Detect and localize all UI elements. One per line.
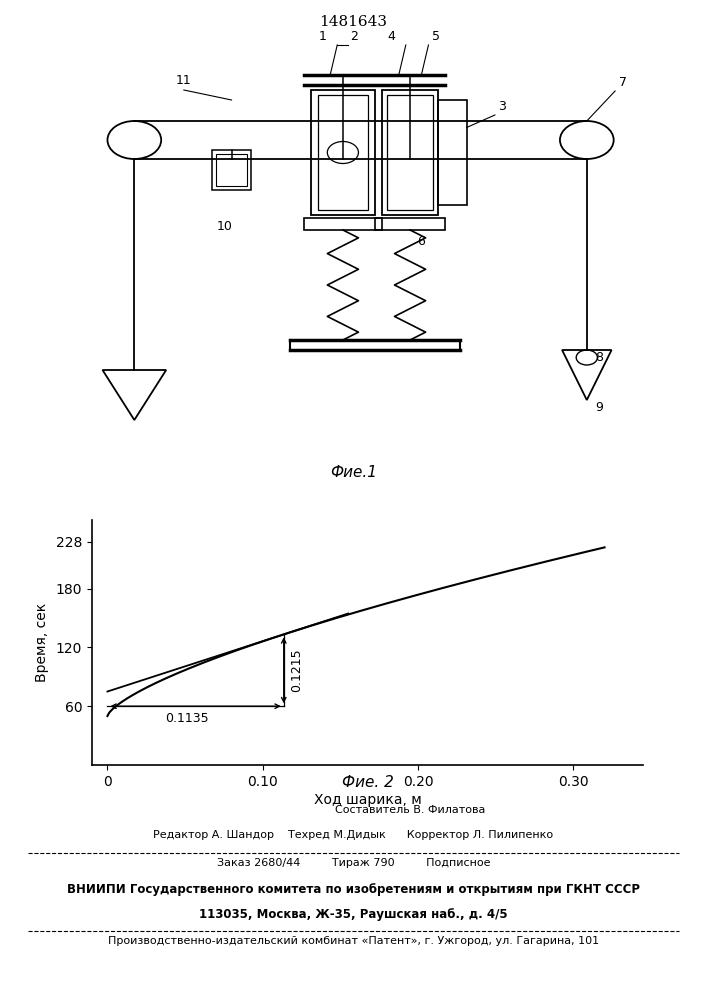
Text: Производственно-издательский комбинат «Патент», г. Ужгород, ул. Гагарина, 101: Производственно-издательский комбинат «П… — [108, 936, 599, 946]
Text: 10: 10 — [216, 220, 233, 233]
Text: Заказ 2680/44         Тираж 790         Подписное: Заказ 2680/44 Тираж 790 Подписное — [217, 858, 490, 868]
Text: Составитель В. Филатова: Составитель В. Филатова — [335, 805, 485, 815]
Text: Фие. 2: Фие. 2 — [341, 775, 394, 790]
Text: 1481643: 1481643 — [320, 15, 387, 29]
Bar — [311, 90, 375, 215]
Bar — [375, 218, 445, 230]
Text: Редактор А. Шандор    Техред М.Дидык      Корректор Л. Пилипенко: Редактор А. Шандор Техред М.Дидык Коррек… — [153, 830, 554, 840]
X-axis label: Ход шарика, м: Ход шарика, м — [314, 793, 421, 807]
Text: 113035, Москва, Ж-35, Раушская наб., д. 4/5: 113035, Москва, Ж-35, Раушская наб., д. … — [199, 908, 508, 921]
Text: Фие.1: Фие.1 — [330, 465, 377, 480]
Bar — [387, 95, 433, 210]
Text: 6: 6 — [417, 235, 425, 248]
Bar — [216, 154, 247, 186]
Y-axis label: Время, сек: Время, сек — [35, 603, 49, 682]
Bar — [212, 150, 251, 190]
Text: 11: 11 — [176, 75, 192, 88]
Bar — [382, 90, 438, 215]
Text: 8: 8 — [595, 351, 603, 364]
Text: 5: 5 — [432, 29, 440, 42]
Text: 0.1135: 0.1135 — [165, 712, 209, 725]
Text: 9: 9 — [595, 401, 603, 414]
Text: 4: 4 — [387, 29, 395, 42]
Bar — [304, 218, 382, 230]
Bar — [438, 100, 467, 205]
Text: 2: 2 — [350, 29, 358, 42]
Text: 7: 7 — [619, 76, 626, 89]
Text: 0.1215: 0.1215 — [290, 648, 303, 692]
Text: ВНИИПИ Государственного комитета по изобретениям и открытиям при ГКНТ СССР: ВНИИПИ Государственного комитета по изоб… — [67, 883, 640, 896]
Text: 3: 3 — [498, 100, 506, 112]
Bar — [318, 95, 368, 210]
Text: 1: 1 — [319, 29, 327, 42]
